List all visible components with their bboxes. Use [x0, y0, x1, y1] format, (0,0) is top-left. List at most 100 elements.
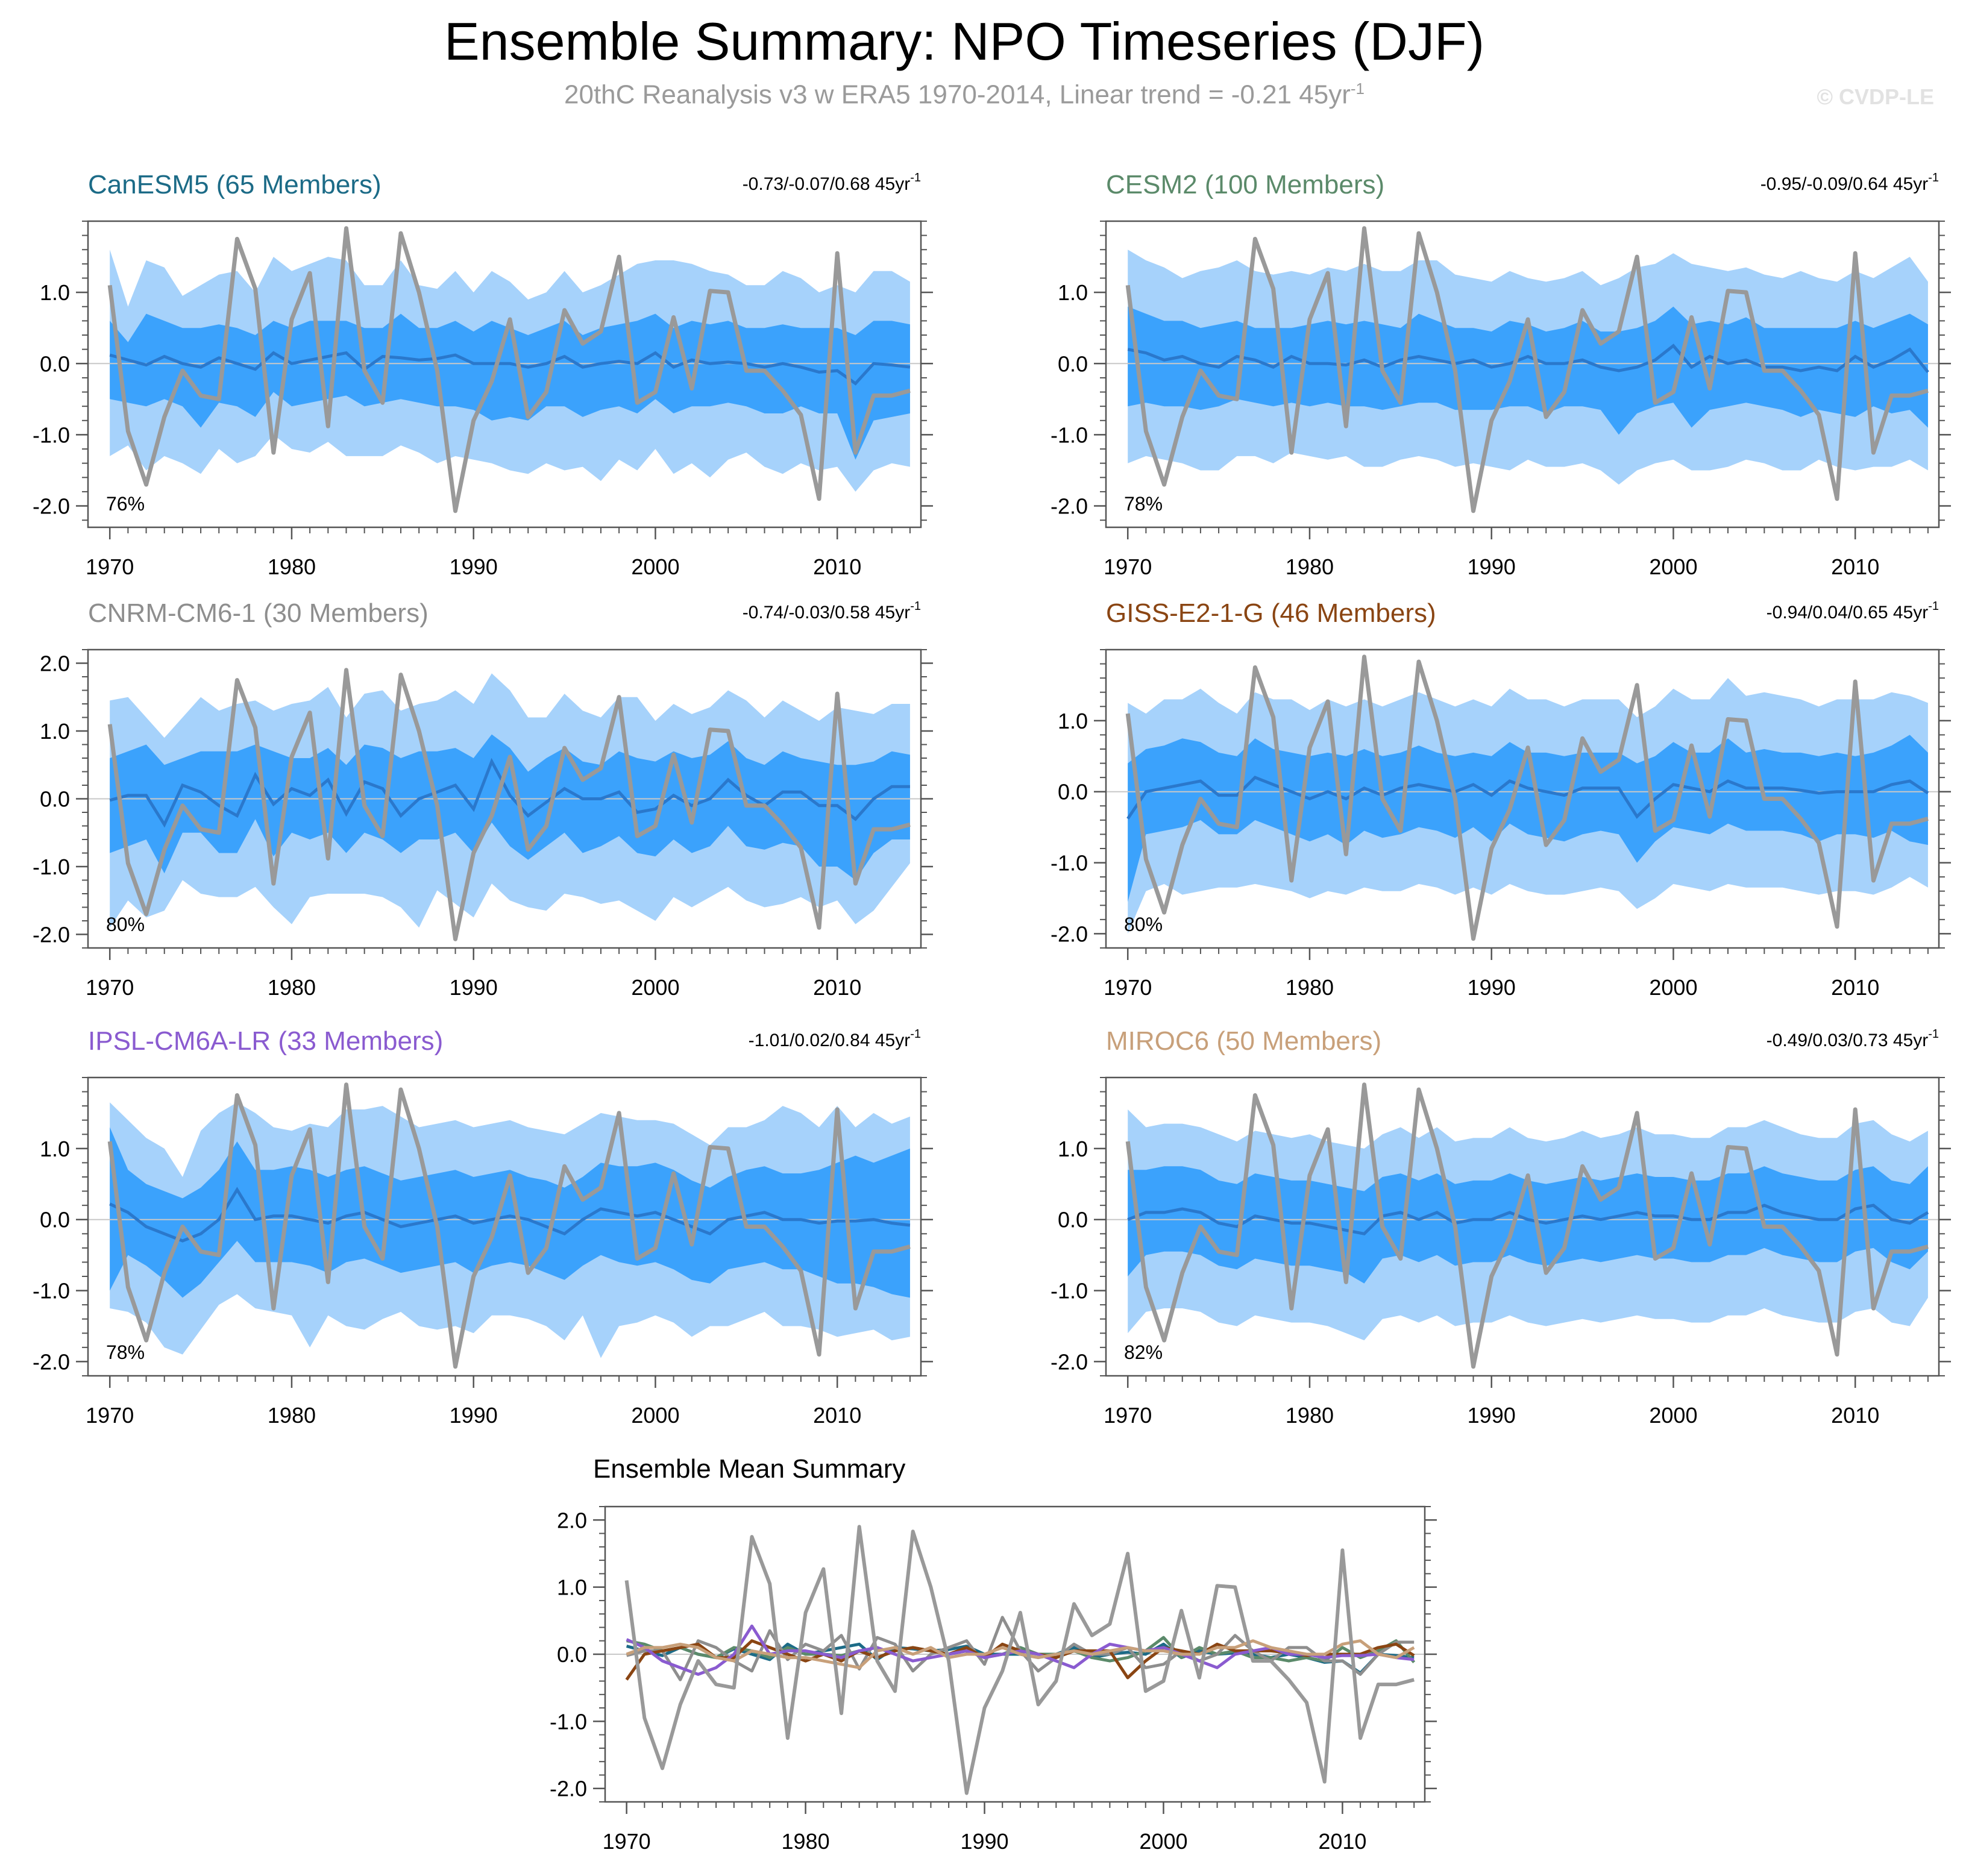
- model-panel: 1.0 0.0 -1.0 -2.0 1970 1980 1990 2000 2010 CanESM…: [33, 170, 933, 579]
- panel-x-tick-label: 1980: [1286, 554, 1334, 579]
- subtitle-text: 20thC Reanalysis v3 w ERA5 1970-2014, Li…: [564, 80, 1351, 110]
- panel-x-tick-label: 1990: [450, 1403, 498, 1428]
- panel-y-tick-label: -2.0: [33, 494, 70, 519]
- observation-line: [107, 1082, 911, 1369]
- panel-y-tick-label: -1.0: [1051, 1279, 1088, 1303]
- panel-frame: [87, 1076, 922, 1377]
- watermark: © CVDP-LE: [1817, 84, 1934, 109]
- panel-x-tick-label: 2010: [813, 554, 861, 579]
- panel-y-tick-label: 1.0: [1058, 709, 1088, 733]
- summary-x-tick-label: 2000: [1139, 1829, 1187, 1854]
- inner-percentile-band: [1128, 735, 1928, 902]
- inner-percentile-band: [110, 313, 910, 460]
- panel-y-tick-label: -2.0: [1051, 921, 1088, 946]
- ensemble-mean-line: [109, 758, 910, 828]
- panel-x-tick-label: 1970: [86, 1403, 134, 1428]
- panel-x-tick-label: 1970: [1104, 975, 1152, 1000]
- panel-x-tick-label: 2010: [813, 975, 861, 1000]
- summary-y-tick-label: -2.0: [550, 1777, 587, 1801]
- panel-percent-label: 78%: [1124, 493, 1163, 515]
- panel-y-tick-label: 1.0: [1058, 280, 1088, 305]
- panel-x-tick-label: 2000: [631, 1403, 679, 1428]
- panel-title: MIROC6 (50 Members): [1106, 1026, 1381, 1056]
- panel-x-tick-label: 2000: [631, 975, 679, 1000]
- model-panel: 2.0 1.0 0.0 -1.0 -2.0 1970 1980 1990 2000 2010 CNR…: [33, 598, 933, 1000]
- summary-x-tick-label: 1990: [960, 1829, 1008, 1854]
- panel-x-tick-label: 2010: [813, 1403, 861, 1428]
- panel-percent-label: 78%: [106, 1341, 145, 1363]
- panel-y-tick-label: 1.0: [40, 719, 70, 744]
- summary-y-tick-label: 1.0: [557, 1575, 587, 1600]
- panel-percent-label: 82%: [1124, 1341, 1163, 1363]
- panel-trend: -0.74/-0.03/0.58 45yr-1: [743, 600, 921, 623]
- panel-y-tick-label: 0.0: [1058, 780, 1088, 805]
- panel-title: CanESM5 (65 Members): [88, 170, 382, 199]
- panel-trend: -1.01/0.02/0.84 45yr-1: [749, 1027, 921, 1050]
- panel-y-tick-label: -1.0: [33, 422, 70, 447]
- panel-percent-label: 76%: [106, 493, 145, 515]
- panel-y-tick-label: 0.0: [40, 351, 70, 376]
- panel-title: GISS-E2-1-G (46 Members): [1106, 598, 1436, 628]
- panel-x-tick-label: 1970: [86, 975, 134, 1000]
- page-subtitle: 20thC Reanalysis v3 w ERA5 1970-2014, Li…: [0, 80, 1929, 110]
- panel-y-tick-label: -2.0: [1051, 1349, 1088, 1374]
- summary-y-tick-label: 2.0: [557, 1508, 587, 1532]
- panel-y-tick-label: 1.0: [40, 1137, 70, 1161]
- panel-x-tick-label: 1970: [1104, 554, 1152, 579]
- panel-frame: [1105, 220, 1940, 529]
- panel-title: CNRM-CM6-1 (30 Members): [88, 598, 429, 628]
- panel-x-tick-label: 1980: [268, 1403, 316, 1428]
- panel-x-tick-label: 2000: [1649, 1403, 1697, 1428]
- ensemble-mean-line: [1127, 1203, 1929, 1236]
- panel-y-tick-label: -2.0: [33, 1349, 70, 1374]
- summary-x-tick-label: 1970: [603, 1829, 651, 1854]
- observation-line: [1125, 226, 1929, 513]
- panel-y-tick-label: 0.0: [1058, 351, 1088, 376]
- panel-y-tick-label: -1.0: [1051, 851, 1088, 876]
- panel-frame: [1105, 1076, 1940, 1377]
- model-panel: 1.0 0.0 -1.0 -2.0 1970 1980 1990 2000 2010 CESM2 …: [1051, 170, 1951, 579]
- panel-x-tick-label: 2000: [1649, 554, 1697, 579]
- model-panel: 1.0 0.0 -1.0 -2.0 1970 1980 1990 2000 2010 MIROC6…: [1051, 1026, 1951, 1428]
- panel-y-tick-label: 0.0: [40, 787, 70, 812]
- panel-x-tick-label: 1980: [268, 554, 316, 579]
- panel-trend-superscript: -1: [910, 600, 921, 613]
- panel-y-tick-label: -2.0: [33, 923, 70, 947]
- panel-x-tick-label: 1980: [1286, 975, 1334, 1000]
- summary-observation-line: [624, 1525, 1415, 1795]
- panel-trend: -0.95/-0.09/0.64 45yr-1: [1760, 171, 1939, 194]
- panel-x-tick-label: 1990: [1468, 554, 1516, 579]
- panel-x-tick-label: 2010: [1831, 1403, 1879, 1428]
- summary-x-tick-label: 1980: [782, 1829, 830, 1854]
- panel-trend-superscript: -1: [1928, 1027, 1939, 1041]
- panel-trend: -0.94/0.04/0.65 45yr-1: [1767, 600, 1939, 623]
- panel-y-tick-label: 0.0: [40, 1208, 70, 1232]
- panel-y-tick-label: 1.0: [40, 280, 70, 305]
- panel-x-tick-label: 2000: [1649, 975, 1697, 1000]
- panel-x-tick-label: 1980: [1286, 1403, 1334, 1428]
- summary-y-tick-label: 0.0: [557, 1642, 587, 1667]
- observation-line: [1125, 654, 1929, 941]
- panel-y-tick-label: 2.0: [40, 651, 70, 676]
- observation-line: [1125, 1082, 1929, 1369]
- panel-trend-superscript: -1: [1928, 171, 1939, 184]
- panel-trend-superscript: -1: [910, 1027, 921, 1041]
- summary-x-tick-label: 2010: [1318, 1829, 1366, 1854]
- panel-y-tick-label: -1.0: [33, 855, 70, 879]
- page-title: Ensemble Summary: NPO Timeseries (DJF): [444, 11, 1485, 71]
- inner-percentile-band: [110, 734, 910, 880]
- panel-x-tick-label: 2000: [631, 554, 679, 579]
- panel-y-tick-label: -1.0: [1051, 422, 1088, 447]
- summary-title: Ensemble Mean Summary: [593, 1454, 905, 1484]
- summary-y-tick-label: -1.0: [550, 1709, 587, 1734]
- ensemble-mean-line: [109, 1187, 911, 1243]
- panel-x-tick-label: 1990: [1468, 975, 1516, 1000]
- panel-x-tick-label: 1990: [450, 554, 498, 579]
- panel-x-tick-label: 1980: [268, 975, 316, 1000]
- inner-percentile-band: [1128, 1166, 1928, 1284]
- panel-x-tick-label: 1970: [1104, 1403, 1152, 1428]
- ensemble-mean-line: [1127, 344, 1929, 374]
- panel-y-tick-label: 0.0: [1058, 1208, 1088, 1232]
